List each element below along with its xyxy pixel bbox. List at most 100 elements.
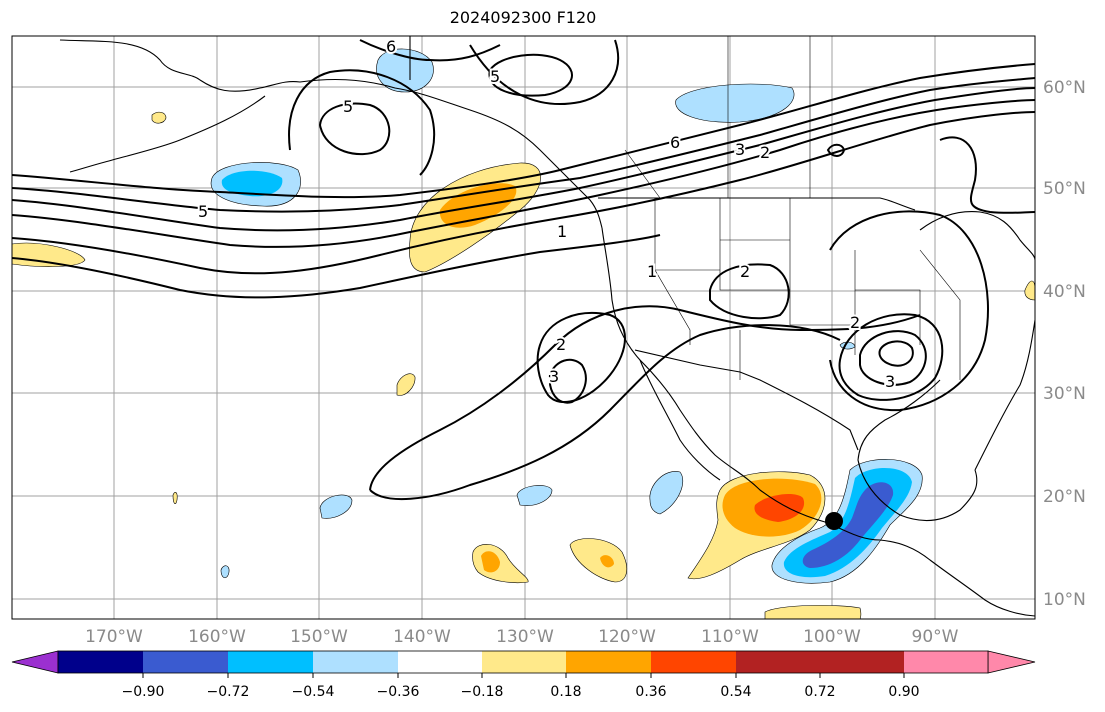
border-usa-canada bbox=[598, 197, 916, 211]
longitude-labels: 170°W 160°W 150°W 140°W 130°W 120°W 110°… bbox=[85, 627, 959, 647]
coast-east-us bbox=[974, 319, 1035, 471]
anomaly-shading bbox=[12, 48, 1035, 619]
coast-alaska-peninsula bbox=[69, 95, 266, 173]
contour-label: 1 bbox=[647, 262, 657, 281]
shade-orange-trop2 bbox=[600, 555, 614, 568]
latitude-labels: 60°N 50°N 40°N 30°N 20°N 10°N bbox=[1043, 78, 1086, 610]
colorbar-tick-label: 0.90 bbox=[888, 684, 919, 700]
colorbar-tick-label: 0.18 bbox=[550, 684, 581, 700]
colorbar-segment bbox=[736, 651, 820, 673]
contour-label: 2 bbox=[760, 143, 770, 162]
lat-label: 30°N bbox=[1043, 384, 1086, 404]
colorbar-tick-label: −0.18 bbox=[461, 684, 504, 700]
colorbar-tick-label: −0.54 bbox=[292, 684, 335, 700]
contours bbox=[12, 39, 1035, 500]
contour-label: 3 bbox=[549, 367, 559, 386]
colorbar-segment bbox=[228, 651, 313, 673]
lon-label: 160°W bbox=[188, 627, 246, 647]
map-border bbox=[11, 35, 1036, 620]
storm-center-marker bbox=[825, 512, 843, 530]
contour-label: 5 bbox=[198, 202, 208, 221]
colorbar-tick-label: −0.72 bbox=[207, 684, 250, 700]
contour-east-arc bbox=[939, 136, 1035, 214]
contour-ring-2-west bbox=[536, 312, 626, 404]
shade-blue-trop2 bbox=[516, 485, 553, 506]
contour-ring-5 bbox=[318, 102, 391, 156]
contour-ring-2-interior bbox=[709, 263, 790, 320]
contour-band-3 bbox=[12, 87, 1035, 232]
lon-label: 120°W bbox=[598, 627, 656, 647]
contour-ring-inner-se bbox=[878, 340, 914, 367]
colorbar-extend-right bbox=[987, 650, 1036, 674]
lon-label: 140°W bbox=[393, 627, 451, 647]
contour-band-6 bbox=[12, 234, 661, 299]
contour-label-group: 6 5 5 5 6 3 2 1 1 2 2 3 2 3 bbox=[196, 36, 897, 393]
colorbar-tick-label: 0.36 bbox=[635, 684, 666, 700]
colorbar-segment bbox=[143, 651, 228, 673]
coast-west-us bbox=[601, 227, 1035, 617]
lon-label: 90°W bbox=[912, 627, 959, 647]
contour-label: 5 bbox=[490, 67, 500, 86]
contour-ring-3-se bbox=[859, 330, 927, 386]
shade-blue-pacific-core bbox=[221, 170, 283, 197]
contour-ring-se-outer bbox=[829, 210, 989, 412]
map-title: 2024092300 F120 bbox=[449, 8, 597, 27]
shade-blue-trop1 bbox=[319, 494, 353, 519]
contour-top-arc bbox=[469, 39, 620, 106]
colorbar-segment bbox=[398, 651, 482, 673]
contour-top-ring bbox=[488, 53, 573, 97]
contour-label: 2 bbox=[556, 335, 566, 354]
contour-ring-2-se bbox=[838, 313, 944, 401]
colorbar-segment bbox=[313, 651, 398, 673]
lat-label: 10°N bbox=[1043, 590, 1086, 610]
shade-yellow-small4 bbox=[172, 491, 178, 504]
shade-blue-trop3 bbox=[649, 471, 684, 515]
lat-label: 20°N bbox=[1043, 487, 1086, 507]
shade-blue-seus bbox=[839, 341, 856, 350]
contour-label: 2 bbox=[740, 262, 750, 281]
colorbar-segment bbox=[58, 651, 143, 673]
lat-label: 50°N bbox=[1043, 179, 1086, 199]
coast-baja bbox=[639, 359, 721, 481]
colorbar-tick-label: 0.54 bbox=[720, 684, 751, 700]
contour-band-4 bbox=[12, 99, 1035, 248]
colorbar-tick-label: 0.72 bbox=[804, 684, 835, 700]
lon-label: 110°W bbox=[701, 627, 759, 647]
contour-ring-alaska bbox=[288, 69, 436, 176]
contour-label: 5 bbox=[343, 97, 353, 116]
contour-big-1-lower bbox=[369, 324, 841, 500]
colorbar-extend-left bbox=[11, 650, 59, 674]
lat-label: 40°N bbox=[1043, 282, 1086, 302]
coast-gulf bbox=[857, 379, 978, 521]
shade-yellow-small1 bbox=[151, 111, 167, 124]
border-usa-mexico bbox=[634, 349, 859, 451]
contour-label: 6 bbox=[670, 133, 680, 152]
colorbar-segment bbox=[651, 651, 736, 673]
shade-yellow-small2 bbox=[396, 373, 416, 396]
contour-band-2 bbox=[12, 77, 1035, 213]
lon-label: 130°W bbox=[496, 627, 554, 647]
contour-small-ring bbox=[826, 143, 846, 157]
lon-label: 170°W bbox=[85, 627, 143, 647]
shade-yellow-small3 bbox=[1024, 280, 1035, 301]
lon-label: 150°W bbox=[290, 627, 348, 647]
contour-top-6 bbox=[359, 39, 501, 62]
coast-canada-east bbox=[919, 211, 1035, 261]
shade-yellow-trop2 bbox=[569, 538, 628, 583]
contour-band-5 bbox=[12, 111, 1035, 275]
contour-label: 2 bbox=[850, 313, 860, 332]
state-borders bbox=[624, 36, 961, 380]
shade-blue-canada bbox=[675, 83, 795, 123]
coastlines bbox=[59, 36, 1035, 617]
colorbar-segment bbox=[820, 651, 904, 673]
contour-label: 6 bbox=[386, 37, 396, 56]
shade-blue-trop4 bbox=[220, 565, 230, 579]
coast-alaska bbox=[59, 39, 603, 229]
contour-label: 3 bbox=[885, 372, 895, 391]
colorbar-segment bbox=[566, 651, 651, 673]
lat-label: 60°N bbox=[1043, 78, 1086, 98]
shade-blue-ca bbox=[802, 482, 894, 568]
shade-orange-trop1 bbox=[481, 551, 500, 573]
shade-red-mexico bbox=[754, 494, 805, 522]
